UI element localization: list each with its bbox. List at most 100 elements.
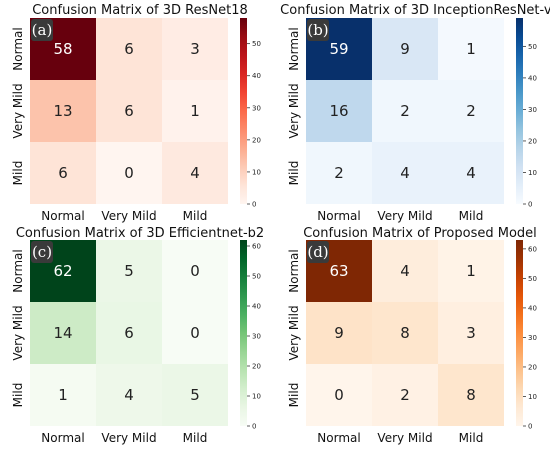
y-tick-label: Very Mild — [287, 83, 301, 138]
y-tick-label: Mild — [11, 383, 25, 408]
colorbar-tick-label: 30 — [252, 104, 261, 112]
heatmap-cell — [306, 302, 372, 364]
panel-label: (b) — [307, 21, 328, 39]
x-tick-label: Very Mild — [101, 209, 156, 223]
cell-value-label: 14 — [53, 324, 72, 342]
heatmap-panel-2: Confusion Matrix of 3D InceptionResNet-v… — [280, 3, 550, 223]
heatmap-cell — [30, 364, 96, 426]
heatmap-cell — [438, 80, 504, 142]
colorbar-tick-label: 10 — [528, 169, 537, 177]
cell-value-label: 0 — [334, 386, 344, 404]
cell-value-label: 9 — [334, 324, 344, 342]
heatmap-cell — [162, 18, 228, 80]
colorbar-tick-label: 20 — [528, 363, 537, 371]
cell-value-label: 4 — [400, 164, 410, 182]
colorbar-tick-label: 40 — [252, 72, 261, 80]
heatmap-cell — [438, 18, 504, 80]
colorbar-tick-label: 50 — [528, 43, 537, 51]
colorbar-tick-label: 50 — [528, 275, 537, 283]
heatmap-cell — [30, 142, 96, 204]
colorbar — [240, 18, 247, 204]
cell-value-label: 4 — [124, 386, 134, 404]
cell-value-label: 5 — [190, 386, 200, 404]
heatmap-cell — [372, 240, 438, 302]
y-tick-label: Very Mild — [287, 305, 301, 360]
y-tick-label: Normal — [11, 249, 25, 292]
heatmap-cell — [96, 364, 162, 426]
heatmap-cell — [438, 240, 504, 302]
colorbar-tick-label: 0 — [252, 423, 256, 431]
heatmap-cell — [372, 364, 438, 426]
heatmap-cell — [438, 142, 504, 204]
cell-value-label: 4 — [400, 262, 410, 280]
panel-title: Confusion Matrix of 3D ResNet18 — [32, 3, 248, 18]
heatmap-cell — [30, 302, 96, 364]
x-tick-label: Mild — [459, 431, 484, 445]
cell-value-label: 1 — [58, 386, 68, 404]
colorbar-tick-label: 40 — [528, 304, 537, 312]
cell-value-label: 0 — [190, 262, 200, 280]
heatmap-cell — [372, 18, 438, 80]
x-tick-label: Very Mild — [377, 431, 432, 445]
colorbar — [516, 240, 523, 426]
panel-title: Confusion Matrix of Proposed Model — [303, 226, 537, 241]
cell-value-label: 59 — [329, 40, 348, 58]
x-tick-label: Very Mild — [101, 431, 156, 445]
colorbar-tick-label: 20 — [528, 137, 537, 145]
colorbar-tick-label: 0 — [528, 423, 532, 431]
colorbar-tick-label: 10 — [252, 168, 261, 176]
colorbar-tick-label: 20 — [252, 136, 261, 144]
y-tick-label: Mild — [287, 383, 301, 408]
panel-label-box — [31, 241, 53, 263]
cell-value-label: 6 — [124, 324, 134, 342]
cell-value-label: 13 — [53, 102, 72, 120]
panel-title: Confusion Matrix of 3D Efficientnet-b2 — [16, 226, 264, 241]
cell-value-label: 2 — [400, 386, 410, 404]
heatmap-cell — [306, 80, 372, 142]
cell-value-label: 6 — [124, 102, 134, 120]
cell-value-label: 4 — [466, 164, 476, 182]
cell-value-label: 2 — [334, 164, 344, 182]
heatmap-panel-1: Confusion Matrix of 3D ResNet18 58 6 3 13 6 1 6… — [11, 3, 261, 223]
heatmap-cell — [306, 364, 372, 426]
heatmap-cell — [96, 80, 162, 142]
colorbar-tick-label: 30 — [528, 106, 537, 114]
cell-value-label: 58 — [53, 40, 72, 58]
colorbar — [240, 240, 247, 426]
colorbar-tick-label: 30 — [528, 334, 537, 342]
cell-value-label: 63 — [329, 262, 348, 280]
panel-label: (d) — [307, 243, 328, 261]
cell-value-label: 62 — [53, 262, 72, 280]
heatmap-cell — [162, 80, 228, 142]
heatmap-cell — [162, 364, 228, 426]
x-tick-label: Mild — [183, 431, 208, 445]
cell-value-label: 0 — [190, 324, 200, 342]
cell-value-label: 6 — [124, 40, 134, 58]
heatmap-cell — [438, 302, 504, 364]
x-tick-label: Very Mild — [377, 209, 432, 223]
y-tick-label: Very Mild — [11, 305, 25, 360]
x-tick-label: Mild — [183, 209, 208, 223]
heatmap-panel-3: Confusion Matrix of 3D Efficientnet-b262… — [11, 226, 264, 445]
cell-value-label: 9 — [400, 40, 410, 58]
y-tick-label: Normal — [287, 249, 301, 292]
cell-value-label: 1 — [466, 262, 476, 280]
heatmap-cell — [96, 18, 162, 80]
heatmap-cell — [372, 80, 438, 142]
y-tick-label: Mild — [11, 161, 25, 186]
cell-value-label: 3 — [190, 40, 200, 58]
colorbar-tick-label: 0 — [528, 201, 532, 209]
cell-value-label: 1 — [190, 102, 200, 120]
colorbar — [516, 18, 523, 204]
panel-label-box — [307, 241, 329, 263]
panel-label-box — [307, 19, 329, 41]
colorbar-tick-label: 40 — [252, 303, 261, 311]
y-tick-label: Mild — [287, 161, 301, 186]
colorbar-tick-label: 20 — [252, 363, 261, 371]
panel-label: (a) — [32, 21, 53, 39]
heatmap-cell — [372, 302, 438, 364]
colorbar-tick-label: 30 — [252, 333, 261, 341]
cell-value-label: 4 — [190, 164, 200, 182]
cell-value-label: 2 — [466, 102, 476, 120]
